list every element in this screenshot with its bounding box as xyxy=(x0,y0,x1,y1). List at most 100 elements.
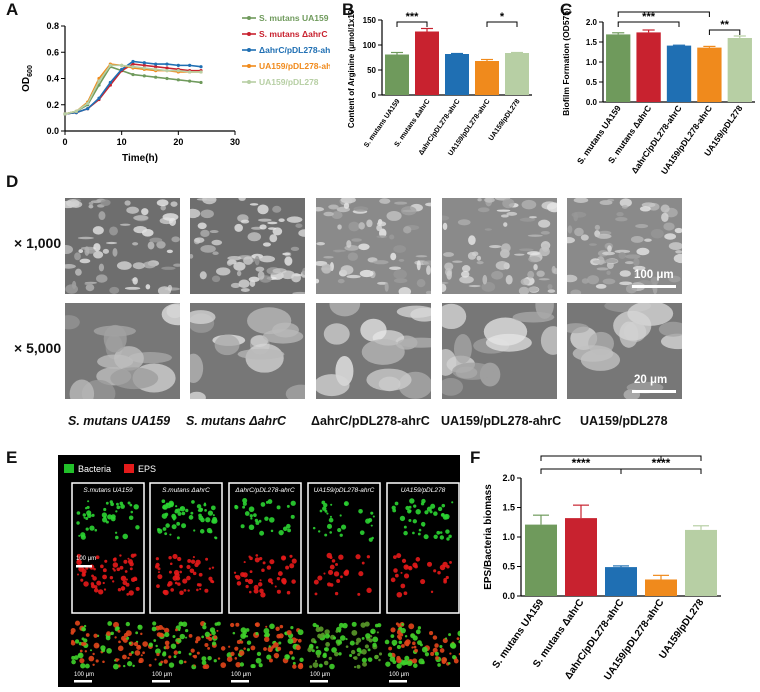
confocal-merged-signal xyxy=(201,635,205,639)
confocal-merged-signal xyxy=(404,640,410,646)
confocal-bacteria-signal xyxy=(329,531,333,534)
sem-image xyxy=(65,198,180,294)
confocal-merged-signal xyxy=(155,644,158,648)
sem-image xyxy=(190,198,305,294)
confocal-merged-signal xyxy=(349,640,355,646)
confocal-merged-signal xyxy=(356,637,362,643)
confocal-merged-signal xyxy=(414,648,418,653)
confocal-bacteria-signal xyxy=(76,521,80,525)
confocal-merged-signal xyxy=(351,621,357,627)
confocal-merged-signal xyxy=(211,630,216,636)
confocal-merged-signal xyxy=(230,651,235,656)
confocal-merged-signal xyxy=(406,660,413,667)
confocal-bacteria-signal xyxy=(82,513,86,517)
confocal-merged-signal xyxy=(156,652,160,657)
confocal-scalebar xyxy=(76,565,92,568)
confocal-eps-signal xyxy=(83,581,89,587)
sem-strain-caption: UA159/pDL278 xyxy=(580,414,668,428)
panel-letter-c: C xyxy=(560,0,573,19)
confocal-bacteria-signal xyxy=(421,498,426,504)
significance-label: ** xyxy=(720,19,729,31)
confocal-eps-signal xyxy=(208,567,212,570)
legend-label-eps: EPS xyxy=(138,464,156,474)
legend-label: UA159/pDL278 xyxy=(259,77,319,87)
confocal-bacteria-signal xyxy=(115,535,119,540)
confocal-merged-signal xyxy=(432,635,438,640)
confocal-eps-signal xyxy=(156,584,160,589)
confocal-merged-signal xyxy=(209,633,212,636)
significance-label: **** xyxy=(592,450,611,457)
confocal-merged-signal xyxy=(89,649,93,652)
data-point xyxy=(131,62,135,66)
confocal-bacteria-signal xyxy=(439,531,443,534)
confocal-merged-signal xyxy=(254,622,259,627)
confocal-eps-signal xyxy=(323,572,326,575)
confocal-bacteria-signal xyxy=(87,500,90,503)
confocal-bacteria-signal xyxy=(188,515,194,520)
bar xyxy=(385,54,409,95)
confocal-bacteria-signal xyxy=(437,506,443,512)
confocal-merged-signal xyxy=(412,658,418,664)
confocal-merged-signal xyxy=(181,621,188,627)
confocal-bacteria-signal xyxy=(86,505,90,509)
confocal-merged-signal xyxy=(142,641,148,647)
confocal-eps-signal xyxy=(333,571,340,577)
sem-image xyxy=(190,303,305,399)
confocal-merged-signal xyxy=(71,659,76,665)
confocal-bacteria-signal xyxy=(105,520,109,524)
confocal-bacteria-signal xyxy=(409,498,415,504)
confocal-merged-signal xyxy=(297,638,302,643)
sem-texture xyxy=(190,303,305,399)
confocal-merged-signal xyxy=(313,640,317,644)
confocal-eps-signal xyxy=(340,575,343,579)
confocal-merged-signal xyxy=(314,659,318,663)
confocal-merged-signal xyxy=(401,622,405,626)
confocal-eps-signal xyxy=(394,573,399,578)
sem-texture xyxy=(65,303,180,399)
confocal-merged-signal xyxy=(132,664,135,668)
confocal-merged-signal xyxy=(201,660,207,666)
confocal-merged-signal xyxy=(112,663,119,670)
x-tick-label: 20 xyxy=(173,137,183,147)
confocal-merged-signal xyxy=(140,632,143,636)
significance-label: *** xyxy=(657,8,671,13)
confocal-merged-signal xyxy=(408,623,415,630)
confocal-frame xyxy=(228,482,302,614)
confocal-merged-signal xyxy=(255,632,259,636)
confocal-merged-signal xyxy=(398,640,403,645)
data-point xyxy=(199,80,203,85)
confocal-eps-signal xyxy=(233,571,237,574)
confocal-merged-signal xyxy=(131,651,134,654)
confocal-merged-signal xyxy=(435,656,439,660)
confocal-merged-signal xyxy=(312,622,317,628)
confocal-merged-signal xyxy=(138,657,144,664)
confocal-eps-signal xyxy=(125,578,128,581)
confocal-eps-signal xyxy=(446,564,450,569)
bar xyxy=(605,567,637,596)
confocal-merged-signal xyxy=(287,638,294,645)
confocal-merged-signal xyxy=(84,663,90,669)
confocal-merged-signal xyxy=(151,626,157,632)
confocal-eps-signal xyxy=(172,575,178,581)
confocal-merged-signal xyxy=(439,648,445,653)
confocal-merged-signal xyxy=(142,651,145,655)
confocal-merged-signal xyxy=(430,651,435,656)
sem-texture xyxy=(442,303,557,399)
significance-label: * xyxy=(500,11,505,23)
confocal-merged-signal xyxy=(85,633,90,637)
significance-bracket xyxy=(708,29,741,35)
data-point xyxy=(86,107,90,111)
confocal-bacteria-signal xyxy=(413,504,417,508)
confocal-eps-signal xyxy=(77,573,80,576)
data-point xyxy=(97,96,101,100)
confocal-eps-signal xyxy=(102,581,105,585)
confocal-frame xyxy=(307,482,381,614)
data-point xyxy=(131,72,135,77)
confocal-merged-signal xyxy=(255,657,262,664)
confocal-bacteria-signal xyxy=(326,512,329,515)
sem-scalebar xyxy=(632,285,676,288)
confocal-merged-signal xyxy=(101,648,106,653)
confocal-bacteria-signal xyxy=(359,530,365,536)
confocal-eps-signal xyxy=(76,553,81,558)
confocal-merged-signal xyxy=(196,651,200,655)
